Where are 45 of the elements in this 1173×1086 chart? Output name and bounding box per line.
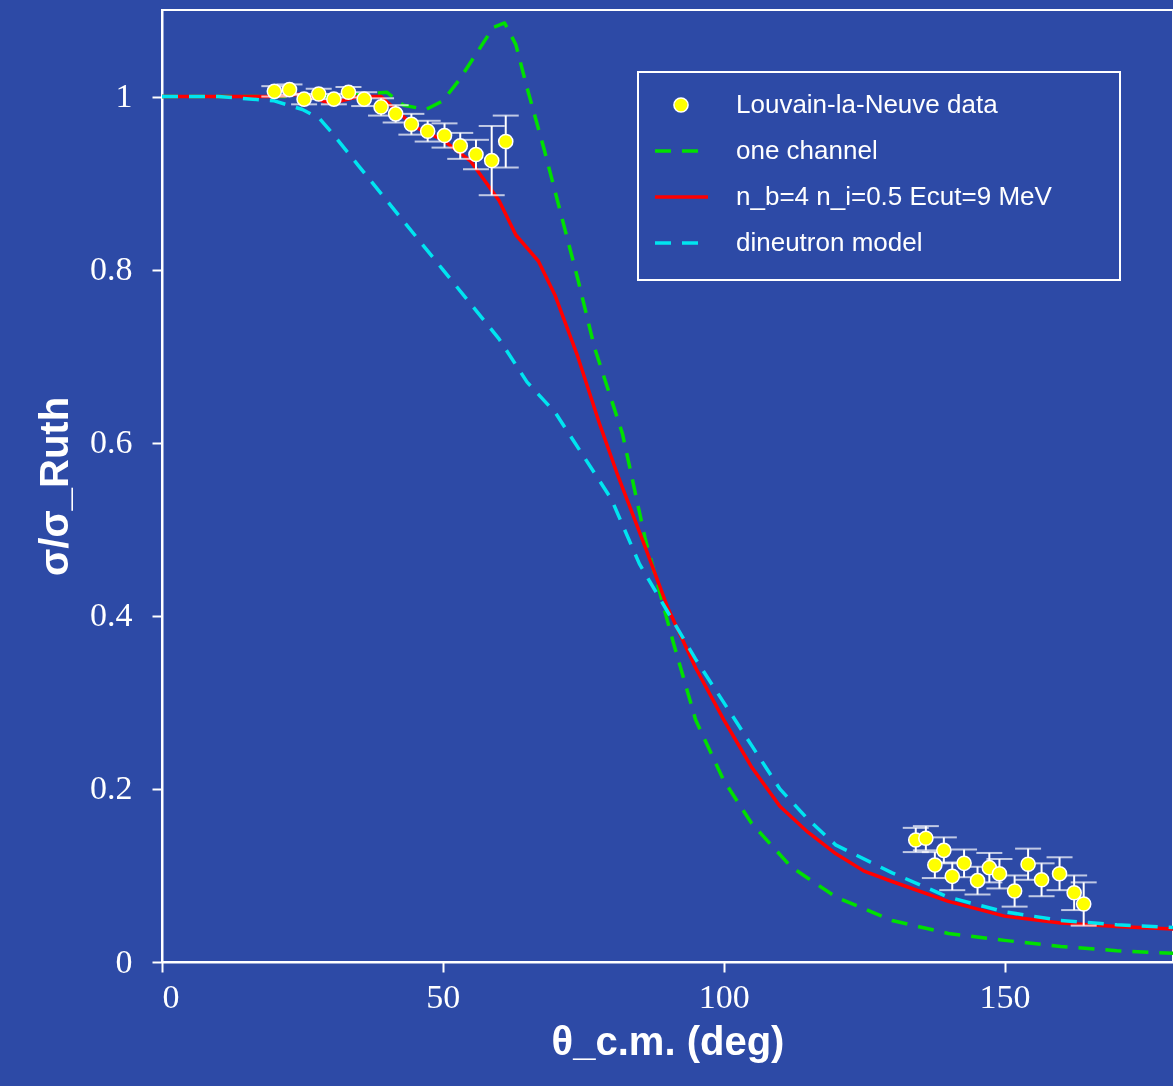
point bbox=[452, 138, 469, 154]
point bbox=[991, 865, 1008, 882]
point bbox=[1020, 856, 1036, 873]
point bbox=[356, 91, 373, 107]
legend-label: one channel bbox=[736, 135, 878, 165]
point bbox=[1075, 896, 1092, 912]
point bbox=[483, 152, 500, 169]
point bbox=[936, 842, 952, 859]
point bbox=[310, 86, 327, 102]
y-tick-label: 0.2 bbox=[90, 769, 133, 807]
point bbox=[1051, 865, 1068, 882]
point bbox=[373, 99, 389, 115]
point bbox=[927, 857, 943, 873]
point bbox=[1006, 883, 1023, 899]
legend-label: n_b=4 n_i=0.5 Ecut=9 MeV bbox=[736, 181, 1053, 211]
point bbox=[403, 116, 420, 133]
point bbox=[281, 81, 298, 98]
point bbox=[326, 91, 342, 107]
legend-label: Louvain-la-Neuve data bbox=[736, 89, 999, 119]
x-axis-title: θ_c.m. (deg) bbox=[551, 1018, 785, 1063]
y-axis-title: σ/σ_Ruth bbox=[32, 396, 76, 577]
point bbox=[1066, 884, 1082, 901]
y-tick-label: 0.6 bbox=[90, 423, 133, 461]
point bbox=[944, 868, 961, 885]
point bbox=[436, 127, 453, 144]
x-tick-label: 150 bbox=[979, 977, 1031, 1015]
y-tick-label: 0 bbox=[115, 942, 133, 980]
legend-label: dineutron model bbox=[736, 227, 923, 257]
point bbox=[1033, 871, 1050, 888]
y-tick-label: 1 bbox=[115, 77, 133, 115]
point bbox=[956, 855, 972, 872]
point bbox=[969, 872, 986, 889]
y-tick-label: 0.8 bbox=[90, 250, 133, 288]
x-tick-label: 50 bbox=[426, 977, 461, 1015]
point bbox=[419, 123, 436, 139]
point bbox=[266, 83, 283, 100]
point bbox=[296, 91, 312, 107]
point bbox=[918, 830, 934, 847]
point bbox=[497, 133, 514, 150]
y-tick-label: 0.4 bbox=[90, 596, 133, 634]
x-tick-label: 100 bbox=[698, 977, 750, 1015]
point bbox=[387, 106, 404, 122]
point bbox=[468, 146, 484, 163]
x-tick-label: 0 bbox=[162, 977, 180, 1015]
point bbox=[340, 84, 357, 101]
